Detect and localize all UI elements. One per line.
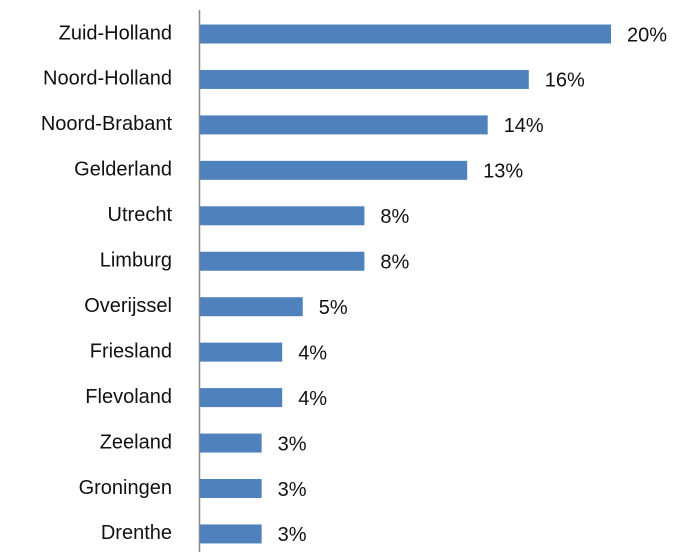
category-label: Limburg: [100, 250, 172, 272]
category-label: Zeeland: [100, 431, 172, 453]
value-label: 3%: [278, 479, 307, 501]
bar: [200, 24, 611, 44]
bar: [200, 115, 488, 135]
bar: [200, 69, 529, 89]
category-label: Noord-Holland: [43, 68, 172, 90]
value-label: 4%: [298, 342, 327, 364]
value-label: 13%: [483, 161, 523, 183]
bar: [200, 342, 283, 362]
value-label: 5%: [319, 297, 348, 319]
value-label: 8%: [380, 206, 409, 228]
value-label: 8%: [380, 252, 409, 274]
value-label: 16%: [545, 70, 585, 92]
category-label: Drenthe: [101, 522, 172, 544]
category-label: Groningen: [79, 477, 172, 499]
value-label: 14%: [504, 115, 544, 137]
category-label: Flevoland: [85, 386, 172, 408]
bar: [200, 251, 365, 271]
value-label: 3%: [278, 524, 307, 546]
category-label: Overijssel: [84, 295, 172, 317]
bar: [200, 433, 262, 453]
bar: [200, 479, 262, 498]
category-label: Zuid-Holland: [59, 22, 172, 44]
bar: [200, 297, 303, 317]
bar: [200, 206, 365, 226]
category-label: Utrecht: [108, 204, 173, 226]
category-label: Gelderland: [74, 159, 172, 181]
category-label: Noord-Brabant: [41, 113, 173, 135]
bar: [200, 388, 283, 408]
value-label: 20%: [627, 24, 667, 46]
value-label: 3%: [278, 433, 307, 455]
bar: [200, 160, 468, 180]
bar: [200, 524, 262, 544]
category-label: Friesland: [90, 340, 172, 362]
value-label: 4%: [298, 388, 327, 410]
